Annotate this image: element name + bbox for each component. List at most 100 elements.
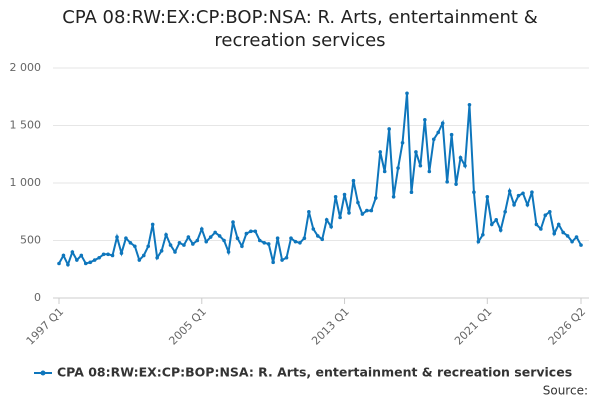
data-point <box>552 231 557 236</box>
source: Source: <box>543 384 588 398</box>
data-point <box>253 229 258 234</box>
data-point <box>534 222 539 227</box>
data-point <box>97 255 101 260</box>
data-point <box>485 195 490 199</box>
data-point <box>516 193 521 198</box>
data-point <box>289 236 293 240</box>
data-point <box>311 227 316 231</box>
data-point <box>213 230 217 235</box>
data-point <box>280 258 284 262</box>
data-point <box>489 222 494 227</box>
data-point <box>342 192 347 197</box>
y-tick-label: 1 000 <box>10 176 42 189</box>
data-point <box>240 244 244 249</box>
data-point <box>382 169 387 174</box>
data-point <box>449 132 454 137</box>
data-point <box>503 209 507 214</box>
data-point <box>458 155 463 160</box>
data-point <box>365 208 369 213</box>
x-tick-label: 1997 Q1 <box>24 305 67 348</box>
data-point <box>186 235 191 239</box>
x-tick-label: 2026 Q2 <box>546 305 589 348</box>
data-point <box>164 232 168 237</box>
data-point <box>369 208 374 213</box>
data-point <box>418 163 423 168</box>
data-point <box>119 251 124 255</box>
data-point <box>320 237 325 242</box>
x-tick-label: 2013 Q1 <box>309 305 352 348</box>
data-point <box>574 235 579 239</box>
data-point <box>266 242 271 246</box>
y-tick-label: 2 000 <box>10 61 42 74</box>
data-point <box>141 253 146 258</box>
data-point <box>155 255 159 260</box>
data-point <box>405 91 409 96</box>
legend-marker <box>40 370 46 376</box>
data-point <box>195 238 200 243</box>
data-point <box>521 191 525 196</box>
x-tick-label: 2005 Q1 <box>166 305 209 348</box>
data-point <box>231 220 235 224</box>
data-point <box>302 236 307 240</box>
data-point <box>507 189 512 193</box>
data-point <box>150 222 155 227</box>
data-point <box>182 243 186 247</box>
data-point <box>387 127 391 131</box>
data-point <box>431 137 436 142</box>
data-point <box>61 253 66 258</box>
data-point <box>467 103 472 107</box>
data-point <box>409 190 414 194</box>
data-point <box>561 230 565 235</box>
data-point <box>244 231 249 236</box>
data-point <box>436 130 441 135</box>
data-point <box>298 241 302 245</box>
data-point <box>347 211 351 215</box>
data-point <box>110 253 115 258</box>
data-point <box>463 163 467 168</box>
data-point <box>222 238 226 243</box>
data-point <box>284 255 289 260</box>
data-point <box>556 222 561 227</box>
data-point <box>79 253 84 258</box>
data-point <box>88 260 93 265</box>
data-point <box>414 150 418 154</box>
data-point <box>423 117 427 122</box>
data-point <box>168 243 173 247</box>
data-point <box>57 261 61 266</box>
data-point <box>512 203 516 207</box>
data-point <box>525 203 530 207</box>
data-point <box>115 235 119 239</box>
data-point <box>257 238 262 243</box>
data-point <box>543 213 548 217</box>
data-point <box>454 182 458 186</box>
data-point <box>565 234 570 238</box>
data-point <box>66 262 70 267</box>
data-point <box>101 252 106 257</box>
x-tick-label: 2021 Q1 <box>452 305 495 348</box>
data-point <box>235 236 240 240</box>
data-point <box>400 140 405 145</box>
data-point <box>324 218 329 222</box>
data-point <box>373 196 378 200</box>
data-point <box>579 243 583 247</box>
data-point <box>226 250 231 254</box>
data-point <box>128 241 133 245</box>
chart-title: CPA 08:RW:EX:CP:BOP:NSA: R. Arts, entert… <box>62 7 538 51</box>
series-line <box>58 93 582 268</box>
data-point <box>199 227 204 231</box>
data-point <box>530 190 534 194</box>
data-point <box>445 180 449 184</box>
data-point <box>106 252 110 257</box>
data-point <box>351 178 356 183</box>
data-point <box>539 227 543 231</box>
data-point <box>360 212 365 216</box>
data-point <box>427 169 432 174</box>
data-point <box>293 239 298 244</box>
data-point <box>570 239 574 244</box>
y-tick-label: 1 500 <box>10 119 42 132</box>
data-point <box>159 249 164 253</box>
data-point <box>177 241 182 245</box>
data-point <box>70 250 75 254</box>
